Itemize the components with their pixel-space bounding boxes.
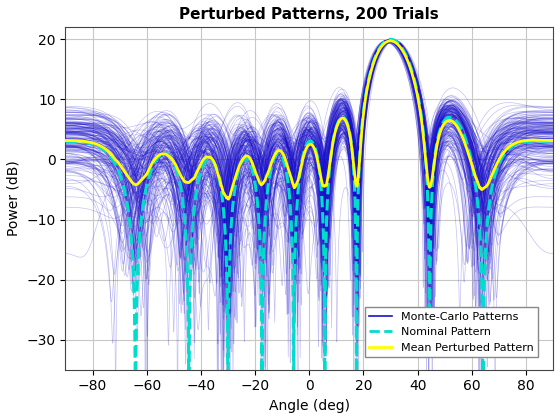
X-axis label: Angle (deg): Angle (deg): [269, 399, 350, 413]
Title: Perturbed Patterns, 200 Trials: Perturbed Patterns, 200 Trials: [179, 7, 439, 22]
Y-axis label: Power (dB): Power (dB): [7, 161, 21, 236]
Legend: Monte-Carlo Patterns, Nominal Pattern, Mean Perturbed Pattern: Monte-Carlo Patterns, Nominal Pattern, M…: [365, 307, 538, 357]
